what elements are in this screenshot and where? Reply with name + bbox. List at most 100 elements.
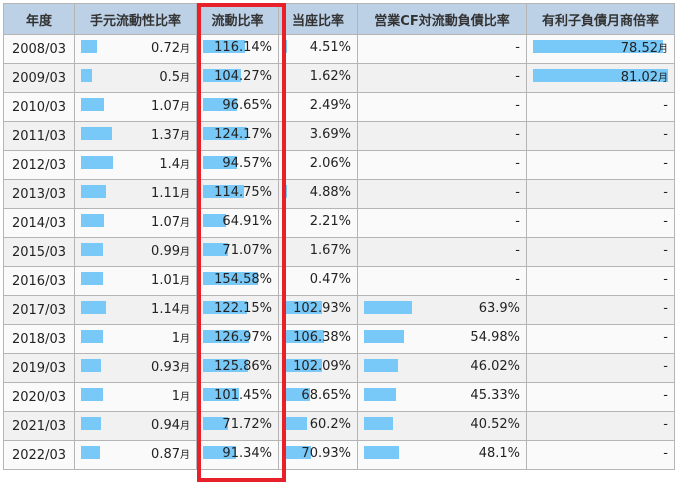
- table-row: 2012/03 1.4月 94.57% 2.06% - -: [3, 150, 675, 180]
- quick-bar: [285, 98, 286, 111]
- year-cell: 2014/03: [3, 208, 75, 238]
- quick-bar: [285, 40, 287, 53]
- unit-label: 月: [180, 363, 190, 374]
- liquidity-bar: [81, 417, 101, 430]
- liquidity-value: 1.11月: [151, 186, 190, 201]
- quick-bar: [285, 330, 324, 343]
- unit-label: 月: [180, 450, 190, 461]
- quick-value: 1.62%: [309, 69, 351, 84]
- debt-value: -: [663, 301, 668, 316]
- header-quick-ratio[interactable]: 当座比率: [278, 3, 358, 35]
- current-value: 71.07%: [222, 243, 272, 258]
- liquidity-bar: [81, 127, 112, 140]
- current-bar: [203, 156, 237, 169]
- cf-value: 40.52%: [470, 417, 520, 432]
- liquidity-bar: [81, 446, 100, 459]
- current-bar: [203, 69, 241, 82]
- header-year[interactable]: 年度: [3, 3, 75, 35]
- liquidity-bar: [81, 40, 97, 53]
- debt-value: -: [663, 417, 668, 432]
- table-row: 2017/03 1.14月 122.15% 102.93% 63.9% -: [3, 295, 675, 325]
- table-row: 2013/03 1.11月 114.75% 4.88% - -: [3, 179, 675, 209]
- debt-value: 81.02月: [620, 70, 668, 85]
- quick-value: 70.93%: [301, 446, 351, 461]
- table-row: 2010/03 1.07月 96.65% 2.49% - -: [3, 92, 675, 122]
- liquidity-value: 1.37月: [151, 128, 190, 143]
- current-bar: [203, 446, 236, 459]
- liquidity-bar: [81, 272, 103, 285]
- year-cell: 2021/03: [3, 411, 75, 441]
- quick-value: 102.09%: [293, 359, 351, 374]
- quick-value: 4.51%: [309, 40, 351, 55]
- liquidity-bar: [81, 214, 104, 227]
- current-value: 91.34%: [222, 446, 272, 461]
- cf-value: 63.9%: [478, 301, 520, 316]
- unit-label: 月: [180, 160, 190, 171]
- unit-label: 月: [180, 276, 190, 287]
- header-current-ratio[interactable]: 流動比率: [196, 3, 279, 35]
- unit-label: 月: [658, 73, 668, 84]
- current-bar: [203, 417, 228, 430]
- quick-bar: [285, 185, 287, 198]
- header-liquidity-ratio[interactable]: 手元流動性比率: [74, 3, 197, 35]
- quick-value: 4.88%: [309, 185, 351, 200]
- debt-value: -: [663, 388, 668, 403]
- unit-label: 月: [180, 247, 190, 258]
- header-debt-ratio[interactable]: 有利子負債月商倍率: [526, 3, 675, 35]
- current-value: 125.86%: [214, 359, 272, 374]
- liquidity-bar: [81, 330, 103, 343]
- current-bar: [203, 388, 239, 401]
- current-value: 154.58%: [214, 272, 272, 287]
- liquidity-bar: [81, 156, 113, 169]
- debt-value: -: [663, 127, 668, 142]
- table-row: 2014/03 1.07月 64.91% 2.21% - -: [3, 208, 675, 238]
- current-bar: [203, 98, 237, 111]
- debt-bar: [533, 40, 663, 53]
- unit-label: 月: [180, 334, 190, 345]
- quick-bar: [285, 214, 286, 227]
- cf-value: 46.02%: [470, 359, 520, 374]
- cf-value: -: [515, 69, 520, 84]
- table-row: 2021/03 0.94月 71.72% 60.2% 40.52% -: [3, 411, 675, 441]
- liquidity-value: 0.87月: [151, 447, 190, 462]
- table-row: 2018/03 1月 126.97% 106.38% 54.98% -: [3, 324, 675, 354]
- liquidity-value: 0.93月: [151, 360, 190, 375]
- quick-value: 3.69%: [309, 127, 351, 142]
- year-cell: 2012/03: [3, 150, 75, 180]
- quick-value: 2.21%: [309, 214, 351, 229]
- unit-label: 月: [180, 392, 190, 403]
- year-cell: 2017/03: [3, 295, 75, 325]
- liquidity-bar: [81, 185, 106, 198]
- year-cell: 2015/03: [3, 237, 75, 267]
- current-value: 96.65%: [222, 98, 272, 113]
- liquidity-bar: [81, 98, 104, 111]
- quick-bar: [285, 446, 311, 459]
- liquidity-value: 0.72月: [151, 41, 190, 56]
- current-bar: [203, 185, 244, 198]
- cf-bar: [364, 301, 412, 314]
- current-value: 71.72%: [222, 417, 272, 432]
- current-value: 101.45%: [214, 388, 272, 403]
- current-bar: [203, 127, 247, 140]
- unit-label: 月: [658, 44, 668, 55]
- cf-value: 48.1%: [478, 446, 520, 461]
- quick-value: 2.06%: [309, 156, 351, 171]
- debt-value: -: [663, 156, 668, 171]
- liquidity-value: 1.14月: [151, 302, 190, 317]
- cf-value: -: [515, 98, 520, 113]
- quick-bar: [285, 301, 322, 314]
- debt-bar: [533, 69, 668, 82]
- cf-bar: [364, 359, 398, 372]
- header-cf-ratio[interactable]: 営業CF対流動負債比率: [357, 3, 527, 35]
- debt-value: -: [663, 243, 668, 258]
- cf-value: -: [515, 156, 520, 171]
- unit-label: 月: [180, 102, 190, 113]
- debt-value: -: [663, 185, 668, 200]
- unit-label: 月: [180, 218, 190, 229]
- current-value: 104.27%: [214, 69, 272, 84]
- liquidity-value: 0.99月: [151, 244, 190, 259]
- debt-value: -: [663, 446, 668, 461]
- cf-bar: [364, 446, 399, 459]
- unit-label: 月: [180, 421, 190, 432]
- financial-ratio-table: 年度 手元流動性比率 流動比率 当座比率 営業CF対流動負債比率 有利子負債月商…: [3, 3, 675, 470]
